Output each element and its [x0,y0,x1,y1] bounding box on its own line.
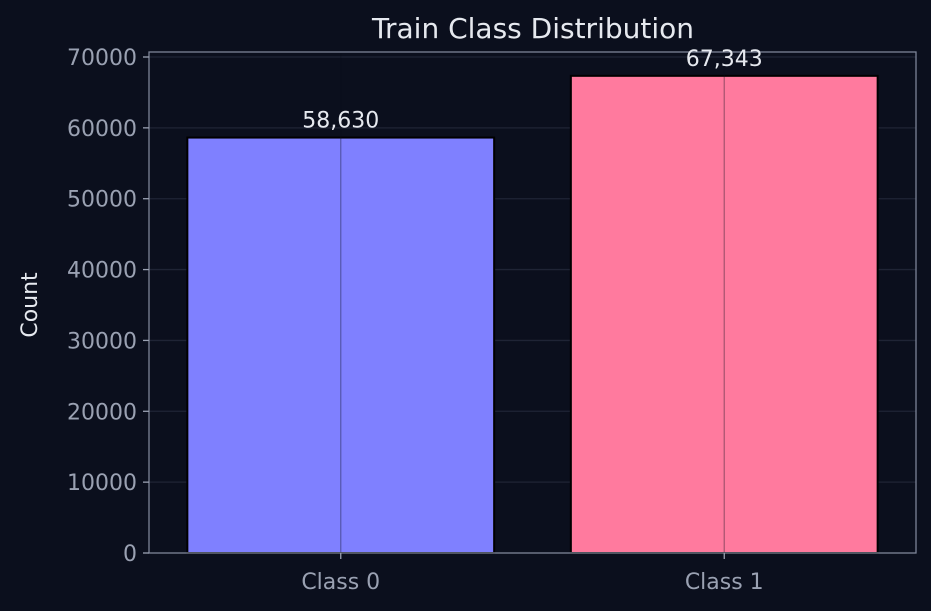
y-tick-label: 20000 [67,400,137,425]
x-axis-ticks: Class 0 Class 1 [301,553,764,595]
bar [569,74,879,554]
bar-value-label: 67,343 [686,47,763,72]
value-labels: 58,630 67,343 [302,47,762,134]
bars [186,74,879,554]
x-tick-label: Class 0 [301,570,380,595]
y-tick-label: 70000 [67,46,137,71]
x-tick-label: Class 1 [685,570,764,595]
x-grid-lines [340,52,725,553]
y-tick-label: 40000 [67,259,137,284]
bar [186,136,496,554]
y-tick-label: 50000 [67,188,137,213]
y-tick-label: 10000 [67,471,137,496]
bar-value-label: 58,630 [302,109,379,134]
y-tick-label: 30000 [67,329,137,354]
chart-title: Train Class Distribution [371,12,694,45]
y-tick-label: 60000 [67,117,137,142]
plot-frame [148,51,917,554]
y-axis-label: Count [18,272,43,338]
y-axis-ticks: 0 10000 20000 30000 40000 50000 60000 70000 [67,46,149,567]
y-tick-label: 0 [123,542,137,567]
